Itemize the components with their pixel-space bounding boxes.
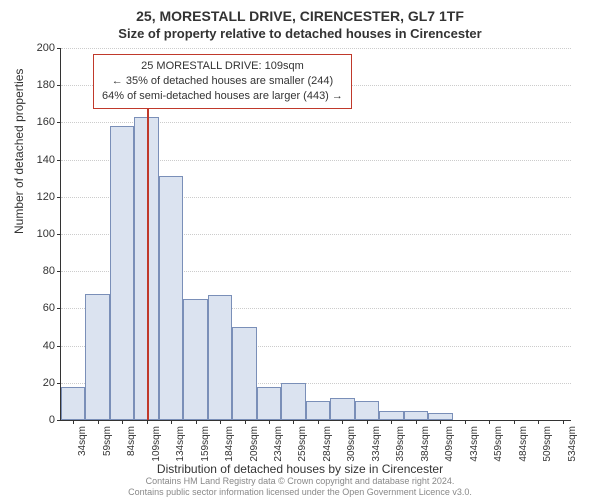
y-tick [57,383,61,384]
histogram-bar [159,176,183,420]
x-tick [269,420,270,424]
chart-title-line2: Size of property relative to detached ho… [0,26,600,41]
y-tick [57,48,61,49]
annotation-box: 25 MORESTALL DRIVE: 109sqm ← 35% of deta… [93,54,352,109]
x-tick-label: 459sqm [493,426,504,462]
x-tick [538,420,539,424]
x-tick-label: 184sqm [224,426,235,462]
y-tick [57,122,61,123]
x-tick-label: 234sqm [273,426,284,462]
x-tick [367,420,368,424]
plot-area: 02040608010012014016018020034sqm59sqm84s… [60,48,571,421]
y-axis-label: Number of detached properties [12,69,26,234]
y-tick-label: 0 [49,414,55,426]
histogram-bar [379,411,403,420]
x-tick [563,420,564,424]
x-tick-label: 209sqm [249,426,260,462]
y-tick-label: 160 [37,116,55,128]
x-tick [245,420,246,424]
x-tick [98,420,99,424]
y-tick [57,197,61,198]
y-tick-label: 180 [37,79,55,91]
x-tick-label: 484sqm [518,426,529,462]
footer-attribution: Contains HM Land Registry data © Crown c… [0,476,600,498]
y-tick [57,420,61,421]
x-tick [465,420,466,424]
x-tick [489,420,490,424]
histogram-bar [208,295,232,420]
chart-root: { "chart": { "type": "histogram", "title… [0,0,600,500]
footer-line: Contains HM Land Registry data © Crown c… [0,476,600,487]
x-tick [147,420,148,424]
y-tick-label: 120 [37,191,55,203]
x-tick-label: 359sqm [395,426,406,462]
x-tick-label: 109sqm [151,426,162,462]
x-tick [171,420,172,424]
x-tick [416,420,417,424]
histogram-bar [281,383,305,420]
x-tick [440,420,441,424]
histogram-bar [355,401,379,420]
x-tick [514,420,515,424]
x-tick-label: 59sqm [102,426,113,456]
histogram-bar [85,294,109,420]
histogram-bar [110,126,134,420]
footer-line: Contains public sector information licen… [0,487,600,498]
histogram-bar [428,413,452,420]
x-tick-label: 309sqm [346,426,357,462]
histogram-bar [61,387,85,420]
y-tick [57,160,61,161]
x-tick-label: 134sqm [175,426,186,462]
annotation-line: 64% of semi-detached houses are larger (… [102,89,343,104]
x-tick [342,420,343,424]
y-tick [57,234,61,235]
x-tick [122,420,123,424]
x-tick-label: 534sqm [567,426,578,462]
y-tick-label: 100 [37,228,55,240]
histogram-bar [257,387,281,420]
histogram-bar [183,299,207,420]
reference-marker-line [147,93,149,420]
x-tick [220,420,221,424]
x-tick-label: 84sqm [126,426,137,456]
y-tick-label: 20 [43,377,55,389]
annotation-line: ← 35% of detached houses are smaller (24… [102,74,343,89]
x-tick-label: 284sqm [322,426,333,462]
x-tick-label: 159sqm [200,426,211,462]
x-tick-label: 384sqm [420,426,431,462]
x-tick [73,420,74,424]
x-tick-label: 509sqm [542,426,553,462]
y-tick-label: 40 [43,340,55,352]
y-tick-label: 140 [37,154,55,166]
y-tick-label: 80 [43,265,55,277]
y-tick [57,271,61,272]
y-tick-label: 60 [43,302,55,314]
histogram-bar [404,411,428,420]
histogram-bar [330,398,354,420]
y-tick-label: 200 [37,42,55,54]
y-tick [57,308,61,309]
x-axis-label: Distribution of detached houses by size … [0,462,600,476]
x-tick [391,420,392,424]
x-tick [196,420,197,424]
y-tick [57,346,61,347]
x-tick-label: 259sqm [297,426,308,462]
y-gridline [61,48,571,49]
x-tick [293,420,294,424]
x-tick [318,420,319,424]
x-tick-label: 334sqm [371,426,382,462]
histogram-bar [232,327,256,420]
x-tick-label: 434sqm [469,426,480,462]
y-tick [57,85,61,86]
histogram-bar [306,401,330,420]
chart-title-line1: 25, MORESTALL DRIVE, CIRENCESTER, GL7 1T… [0,8,600,24]
annotation-line: 25 MORESTALL DRIVE: 109sqm [102,59,343,74]
x-tick-label: 34sqm [77,426,88,456]
x-tick-label: 409sqm [444,426,455,462]
